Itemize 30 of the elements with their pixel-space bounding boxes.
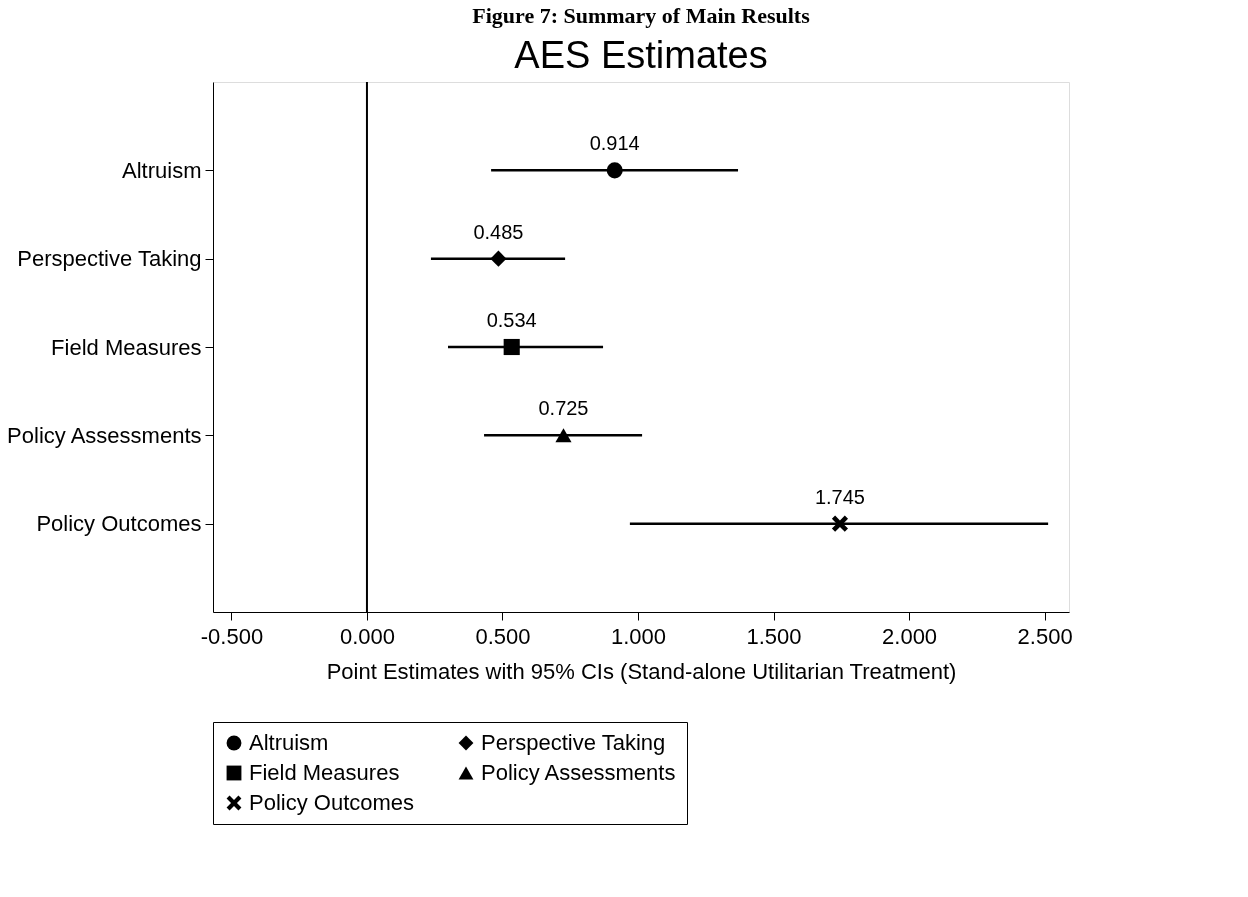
y-tick-label: Perspective Taking xyxy=(17,246,202,272)
x-tick-label: 2.500 xyxy=(1017,623,1073,649)
data-label: 0.725 xyxy=(538,397,589,420)
x-tick-label: 1.000 xyxy=(610,623,667,649)
legend-label: Field Measures xyxy=(249,760,400,785)
legend-label: Altruism xyxy=(249,730,329,755)
x-axis-title: Point Estimates with 95% CIs (Stand-alone Utilitarian Treatment) xyxy=(326,658,957,684)
y-tick-label: Policy Outcomes xyxy=(36,511,202,537)
x-tick-label: 0.000 xyxy=(339,623,395,649)
chart-title: Figure 7: Summary of Main Results xyxy=(472,3,811,28)
y-tick-label: Altruism xyxy=(122,157,202,183)
point xyxy=(831,515,849,532)
x-tick-label: 2.000 xyxy=(882,623,938,649)
data-label: 0.534 xyxy=(486,309,537,331)
x-tick-label: 1.500 xyxy=(746,623,802,649)
legend-label: Policy Outcomes xyxy=(249,790,415,815)
point xyxy=(503,338,520,356)
x-tick-label: 0.500 xyxy=(475,623,531,649)
y-tick-label: Policy Assessments xyxy=(7,422,202,448)
y-tick-label: Field Measures xyxy=(51,334,202,360)
data-label: 0.485 xyxy=(473,220,524,243)
point xyxy=(606,162,623,179)
point xyxy=(555,428,572,443)
data-label: 1.745 xyxy=(814,485,865,508)
data-label: 0.914 xyxy=(589,132,640,155)
x-tick-label: -0.500 xyxy=(200,623,264,649)
legend-label: Policy Assessments xyxy=(481,760,676,785)
chart-subtitle: AES Estimates xyxy=(514,34,768,76)
point xyxy=(490,250,507,267)
legend-label: Perspective Taking xyxy=(481,730,666,755)
